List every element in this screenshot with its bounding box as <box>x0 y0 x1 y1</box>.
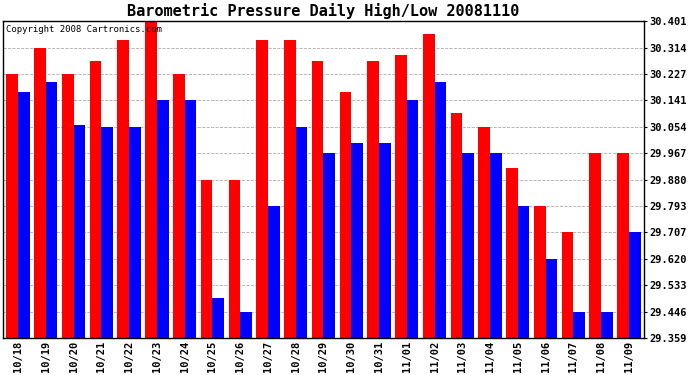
Bar <box>129 127 141 338</box>
Bar <box>6 74 18 338</box>
Bar <box>284 40 296 338</box>
Bar <box>573 312 585 338</box>
Bar <box>629 232 640 338</box>
Bar <box>173 74 185 338</box>
Bar <box>618 153 629 338</box>
Bar <box>256 40 268 338</box>
Bar <box>228 180 240 338</box>
Bar <box>367 61 379 338</box>
Bar <box>18 93 30 338</box>
Bar <box>185 100 197 338</box>
Bar <box>240 312 252 338</box>
Bar <box>34 48 46 338</box>
Bar <box>518 206 529 338</box>
Bar <box>201 180 213 338</box>
Bar <box>407 100 418 338</box>
Bar <box>534 206 546 338</box>
Bar <box>546 259 558 338</box>
Bar <box>90 61 101 338</box>
Bar <box>62 74 74 338</box>
Bar <box>451 113 462 338</box>
Bar <box>339 93 351 338</box>
Bar <box>601 312 613 338</box>
Bar <box>46 82 57 338</box>
Bar <box>268 206 279 338</box>
Bar <box>462 153 474 338</box>
Bar <box>312 61 324 338</box>
Bar <box>157 100 168 338</box>
Bar <box>145 21 157 338</box>
Bar <box>478 127 490 338</box>
Text: Copyright 2008 Cartronics.com: Copyright 2008 Cartronics.com <box>6 24 162 33</box>
Title: Barometric Pressure Daily High/Low 20081110: Barometric Pressure Daily High/Low 20081… <box>127 3 520 19</box>
Bar <box>351 143 363 338</box>
Bar <box>562 232 573 338</box>
Bar <box>117 40 129 338</box>
Bar <box>423 34 435 338</box>
Bar <box>101 127 113 338</box>
Bar <box>379 143 391 338</box>
Bar <box>74 125 86 338</box>
Bar <box>490 153 502 338</box>
Bar <box>395 55 407 338</box>
Bar <box>296 127 307 338</box>
Bar <box>324 153 335 338</box>
Bar <box>506 168 518 338</box>
Bar <box>213 298 224 338</box>
Bar <box>589 153 601 338</box>
Bar <box>435 82 446 338</box>
